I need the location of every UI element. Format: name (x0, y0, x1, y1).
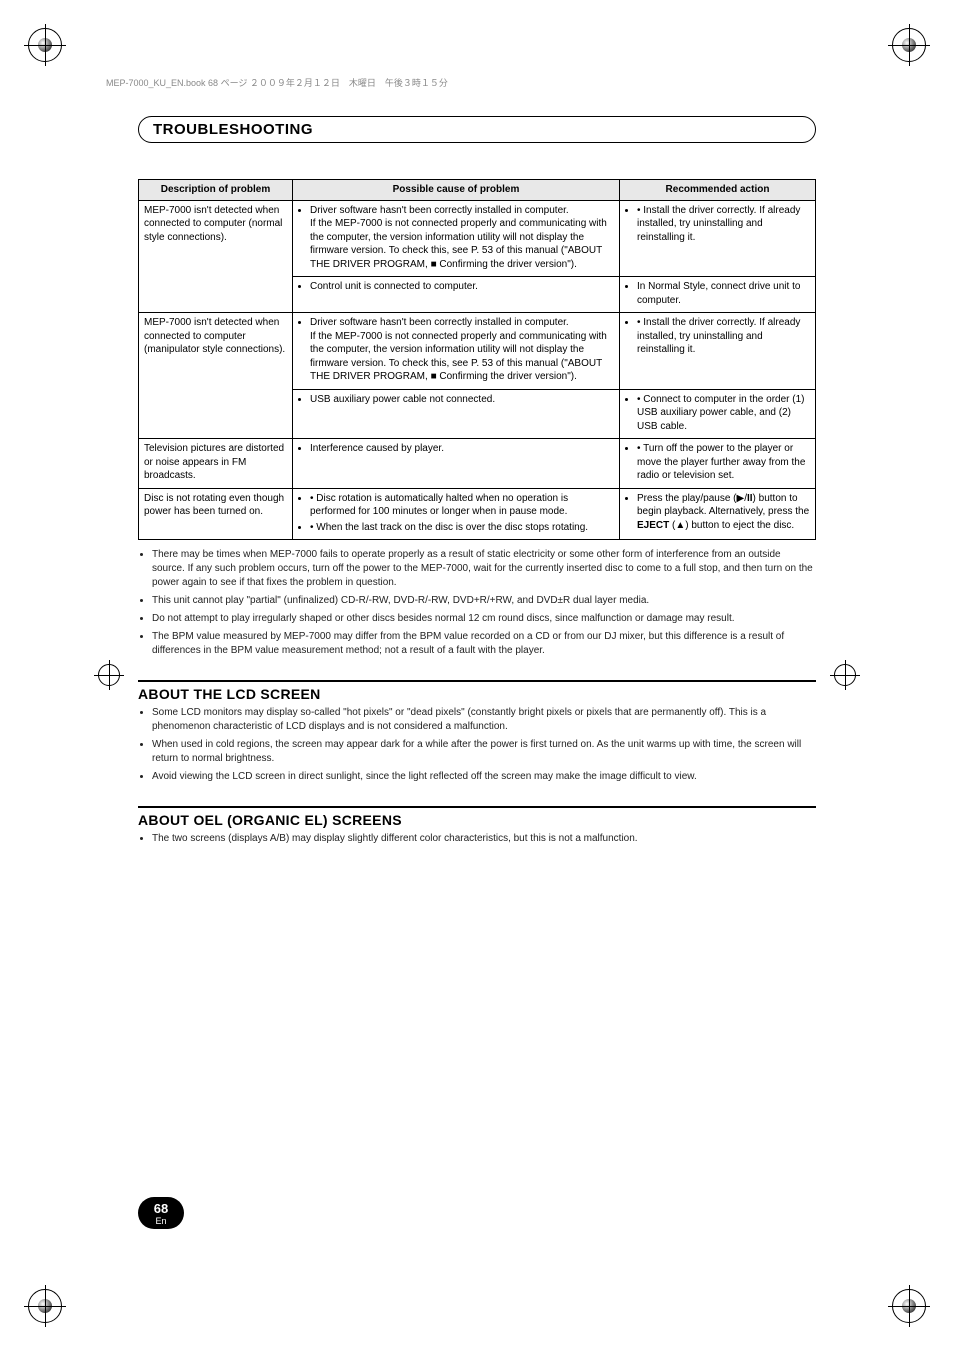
cell-action: • Turn off the power to the player or mo… (620, 439, 816, 489)
registration-mark-tl (28, 28, 62, 62)
lcd-section-title: ABOUT THE LCD SCREEN (138, 680, 816, 702)
book-header-line: MEP-7000_KU_EN.book 68 ページ ２００９年２月１２日 木曜… (106, 76, 848, 89)
note-item: The BPM value measured by MEP-7000 may d… (152, 630, 816, 658)
crop-cross-left (94, 660, 124, 690)
cell-cause: Driver software hasn't been correctly in… (293, 313, 620, 390)
cell-action: • Connect to computer in the order (1) U… (620, 389, 816, 439)
cell-desc: MEP-7000 isn't detected when connected t… (139, 200, 293, 313)
footnotes-list: There may be times when MEP-7000 fails t… (138, 548, 816, 658)
registration-mark-br (892, 1289, 926, 1323)
cell-desc: MEP-7000 isn't detected when connected t… (139, 313, 293, 439)
note-item: Do not attempt to play irregularly shape… (152, 612, 816, 626)
note-item: This unit cannot play "partial" (unfinal… (152, 594, 816, 608)
crop-cross-right (830, 660, 860, 690)
table-row: Television pictures are distorted or noi… (139, 439, 816, 489)
lcd-item: Some LCD monitors may display so-called … (152, 706, 816, 734)
oel-item: The two screens (displays A/B) may displ… (152, 832, 816, 846)
page-number-badge: 68 En (138, 1197, 184, 1229)
lcd-item: When used in cold regions, the screen ma… (152, 738, 816, 766)
section-title: TROUBLESHOOTING (138, 116, 816, 143)
table-row: MEP-7000 isn't detected when connected t… (139, 200, 816, 277)
th-description: Description of problem (139, 180, 293, 201)
cell-cause-b: • When the last track on the disc is ove… (310, 521, 614, 535)
cell-cause: USB auxiliary power cable not connected. (293, 389, 620, 439)
cell-action: Press the play/pause (▶/II) button to be… (620, 488, 816, 540)
th-cause: Possible cause of problem (293, 180, 620, 201)
lcd-item: Avoid viewing the LCD screen in direct s… (152, 770, 816, 784)
table-row: MEP-7000 isn't detected when connected t… (139, 313, 816, 390)
cell-desc: Television pictures are distorted or noi… (139, 439, 293, 489)
page-lang: En (155, 1216, 166, 1226)
oel-section-body: The two screens (displays A/B) may displ… (138, 832, 816, 846)
cell-action: In Normal Style, connect drive unit to c… (620, 277, 816, 313)
page-content: TROUBLESHOOTING Description of problem P… (138, 116, 816, 846)
cell-action-text: • Install the driver correctly. If alrea… (637, 316, 810, 357)
table-row: Disc is not rotating even though power h… (139, 488, 816, 540)
page-number: 68 (154, 1201, 168, 1216)
cell-action-text: • Connect to computer in the order (1) U… (637, 393, 810, 434)
cell-cause: Driver software hasn't been correctly in… (293, 200, 620, 277)
cell-action: • Install the driver correctly. If alrea… (620, 200, 816, 277)
cell-cause: • Disc rotation is automatically halted … (293, 488, 620, 540)
cell-cause: Interference caused by player. (293, 439, 620, 489)
cell-action: • Install the driver correctly. If alrea… (620, 313, 816, 390)
lcd-section-body: Some LCD monitors may display so-called … (138, 706, 816, 784)
oel-section-title: ABOUT OEL (ORGANIC EL) SCREENS (138, 806, 816, 828)
registration-mark-tr (892, 28, 926, 62)
cell-cause: Control unit is connected to computer. (293, 277, 620, 313)
troubleshooting-table: Description of problem Possible cause of… (138, 179, 816, 540)
registration-mark-bl (28, 1289, 62, 1323)
th-action: Recommended action (620, 180, 816, 201)
cell-cause-a: • Disc rotation is automatically halted … (310, 492, 614, 519)
cell-desc: Disc is not rotating even though power h… (139, 488, 293, 540)
cell-action-text: • Install the driver correctly. If alrea… (637, 204, 810, 245)
cell-action-text: • Turn off the power to the player or mo… (637, 442, 810, 483)
note-item: There may be times when MEP-7000 fails t… (152, 548, 816, 590)
